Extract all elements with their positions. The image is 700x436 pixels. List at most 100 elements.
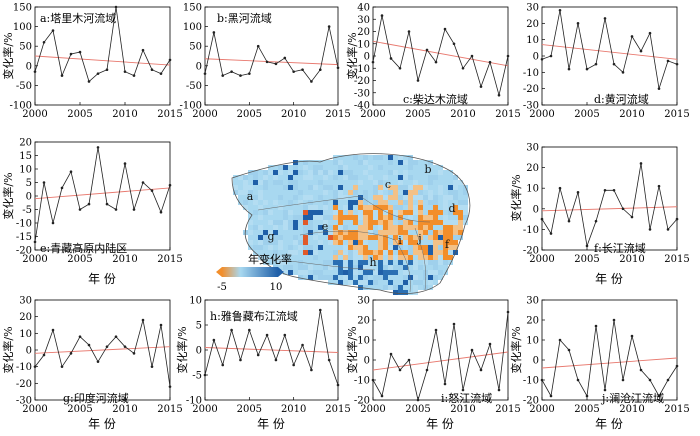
map-cell [318, 190, 323, 195]
map-cell [433, 180, 438, 185]
map-cell [358, 170, 363, 175]
map-cell [438, 240, 443, 245]
map-cell [368, 265, 373, 270]
map-cell [288, 270, 293, 275]
map-cell [283, 250, 288, 255]
map-cell [283, 205, 288, 210]
map-cell [368, 175, 373, 180]
map-cell [413, 255, 418, 260]
map-cell [428, 240, 433, 245]
data-point [434, 328, 438, 332]
map-cell [453, 180, 458, 185]
map-cell [458, 210, 463, 215]
map-cell [248, 190, 253, 195]
map-cell [298, 200, 303, 205]
y-tick-label: -20 [354, 76, 370, 87]
data-point [212, 338, 216, 342]
map-cell [378, 230, 383, 235]
y-tick-label: -30 [523, 101, 539, 112]
map-cell [423, 170, 428, 175]
map-cell [388, 200, 393, 205]
y-tick-label: -10 [523, 68, 539, 79]
map-cell [423, 275, 428, 280]
map-cell [258, 205, 263, 210]
map-cell [433, 200, 438, 205]
map-cell [353, 255, 358, 260]
chart-panel-2: -100 -50 0 50 100 150 2000 2005 2010 2015 b:黑河流域 [180, 3, 351, 121]
map-cell [283, 270, 288, 275]
map-cell [343, 170, 348, 175]
map-cell [278, 245, 283, 250]
map-cell [363, 260, 368, 265]
map-cell [318, 200, 323, 205]
map-cell [268, 190, 273, 195]
map-cell [308, 180, 313, 185]
map-cell [393, 210, 398, 215]
map-cell [283, 260, 288, 265]
data-point [558, 338, 562, 342]
map-cell [318, 220, 323, 225]
map-cell [288, 185, 293, 190]
map-cell [458, 230, 463, 235]
map-cell [333, 280, 338, 285]
map-cell [428, 190, 433, 195]
map-cell [378, 175, 383, 180]
map-cell [318, 165, 323, 170]
map-cell [288, 255, 293, 260]
map-cell [328, 235, 333, 240]
data-point [630, 215, 634, 219]
map-cell [423, 215, 428, 220]
map-cell [358, 185, 363, 190]
map-cell [343, 230, 348, 235]
map-cell [323, 260, 328, 265]
map-cell [313, 175, 318, 180]
map-cell [323, 215, 328, 220]
map-cell [268, 185, 273, 190]
map-cell [443, 245, 448, 250]
map-cell [368, 185, 373, 190]
map-cell [313, 245, 318, 250]
map-cell [388, 230, 393, 235]
map-cell [328, 240, 333, 245]
map-cell [333, 235, 338, 240]
map-cell [353, 155, 358, 160]
data-point [594, 219, 598, 223]
map-cell [328, 160, 333, 165]
data-point [603, 388, 607, 392]
data-point [33, 240, 37, 244]
map-cell [448, 225, 453, 230]
map-cell [338, 215, 343, 220]
map-cell [283, 215, 288, 220]
map-cell [293, 230, 298, 235]
map-cell [433, 210, 438, 215]
map-cell [318, 265, 323, 270]
map-cell [268, 215, 273, 220]
x-tick-label: 2015 [157, 404, 182, 415]
map-cell [418, 210, 423, 215]
map-cell [403, 180, 408, 185]
map-cell [388, 170, 393, 175]
data-point [461, 388, 465, 392]
map-cell [398, 170, 403, 175]
map-cell [308, 255, 313, 260]
map-cell [373, 220, 378, 225]
map-cell [293, 165, 298, 170]
map-cell [403, 290, 408, 295]
map-cell [433, 275, 438, 280]
map-cell [408, 165, 413, 170]
series-line [372, 311, 509, 402]
map-cell [258, 170, 263, 175]
map-cell [373, 190, 378, 195]
map-cell [403, 165, 408, 170]
map-cell [398, 180, 403, 185]
data-point [380, 394, 384, 398]
map-cell [293, 185, 298, 190]
series-line [541, 163, 678, 248]
map-cell [353, 190, 358, 195]
y-tick-label: -10 [354, 64, 370, 75]
y-axis-label: 变化率/% [1, 32, 15, 79]
y-tick-label: 30 [357, 296, 370, 307]
map-cell [303, 170, 308, 175]
map-cell [463, 190, 468, 195]
map-cell [323, 250, 328, 255]
